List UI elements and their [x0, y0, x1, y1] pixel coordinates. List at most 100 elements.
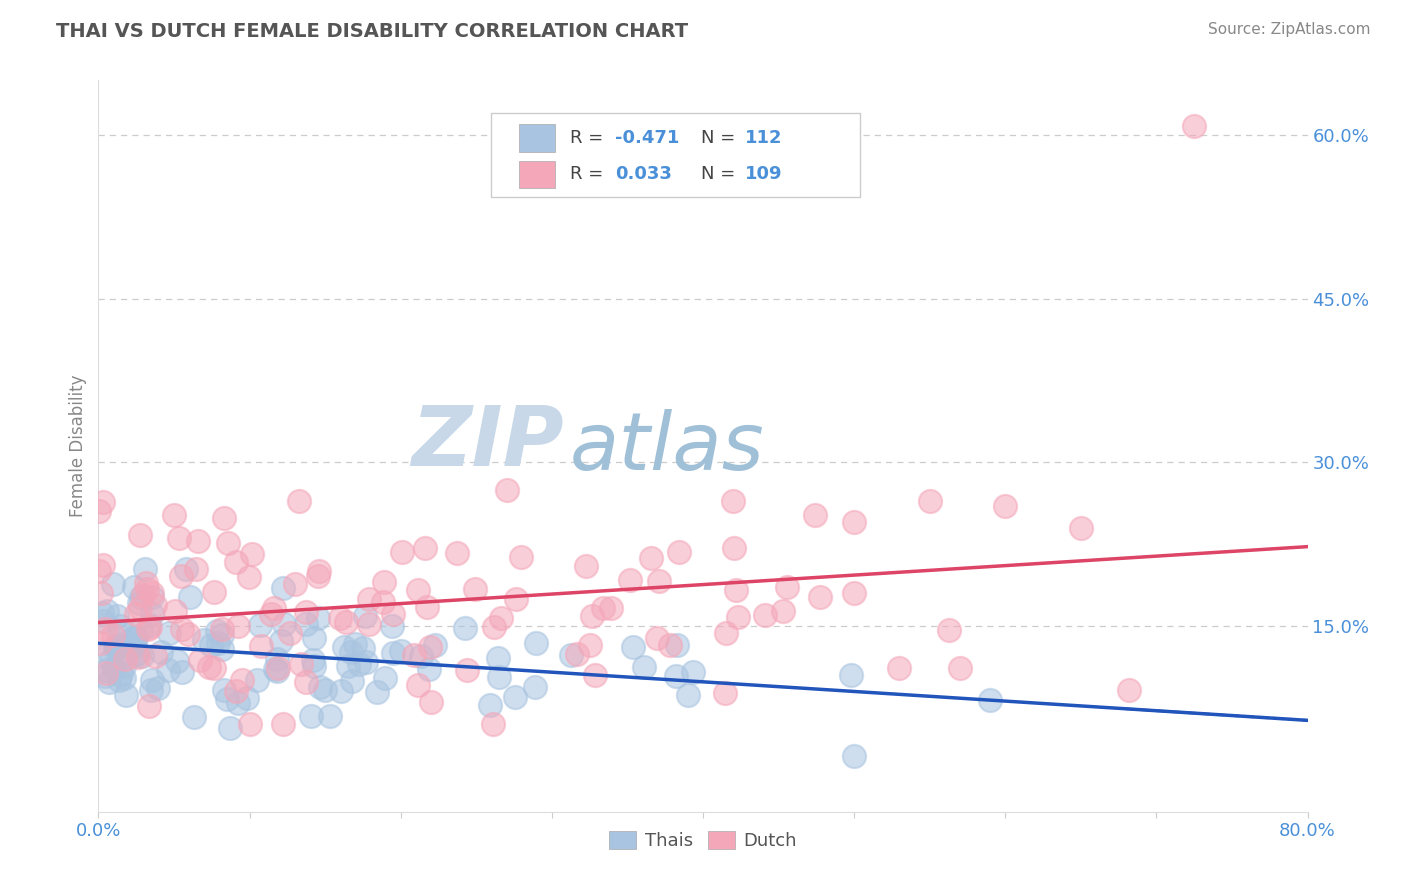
Thais: [503, 690, 526, 704]
Dutch: [456, 663, 478, 677]
Dutch: [775, 580, 797, 594]
Dutch: [114, 651, 136, 665]
Text: atlas: atlas: [569, 409, 765, 487]
Dutch: [238, 570, 260, 584]
Dutch: [103, 628, 125, 642]
Thais: [91, 607, 114, 621]
Dutch: [295, 605, 318, 619]
Dutch: [90, 586, 112, 600]
Thais: [678, 688, 700, 702]
Dutch: [464, 582, 486, 596]
Dutch: [249, 639, 271, 653]
Thais: [333, 640, 356, 654]
Thais: [524, 681, 547, 695]
Thais: [299, 709, 322, 723]
Text: -0.471: -0.471: [614, 129, 679, 147]
Dutch: [135, 576, 157, 591]
Dutch: [772, 604, 794, 618]
Dutch: [640, 550, 662, 565]
Thais: [207, 624, 229, 638]
Thais: [172, 665, 194, 679]
Thais: [141, 673, 163, 687]
Dutch: [599, 600, 621, 615]
Thais: [105, 639, 128, 653]
Thais: [114, 646, 136, 660]
Thais: [295, 617, 318, 632]
Dutch: [288, 494, 311, 508]
Thais: [131, 648, 153, 663]
Dutch: [1070, 521, 1092, 535]
Dutch: [446, 546, 468, 560]
Dutch: [727, 610, 749, 624]
Dutch: [408, 678, 430, 692]
Dutch: [583, 668, 606, 682]
Thais: [103, 661, 125, 675]
Thais: [108, 673, 131, 687]
Thais: [454, 621, 477, 635]
Dutch: [125, 607, 148, 621]
Dutch: [335, 615, 357, 630]
Dutch: [127, 650, 149, 665]
Dutch: [143, 649, 166, 664]
Thais: [682, 665, 704, 679]
Dutch: [420, 695, 443, 709]
Dutch: [139, 620, 162, 634]
Thais: [94, 669, 117, 683]
Dutch: [284, 577, 307, 591]
Dutch: [170, 568, 193, 582]
Dutch: [371, 595, 394, 609]
Dutch: [240, 547, 263, 561]
Dutch: [391, 545, 413, 559]
Thais: [148, 681, 170, 696]
Dutch: [1118, 682, 1140, 697]
Dutch: [808, 590, 831, 604]
Dutch: [128, 601, 150, 615]
Dutch: [359, 592, 381, 607]
Thais: [96, 604, 118, 618]
Thais: [479, 698, 502, 712]
Thais: [166, 654, 188, 668]
Dutch: [505, 591, 527, 606]
Text: THAI VS DUTCH FEMALE DISABILITY CORRELATION CHART: THAI VS DUTCH FEMALE DISABILITY CORRELAT…: [56, 22, 689, 41]
Thais: [124, 648, 146, 663]
Thais: [844, 748, 866, 763]
Dutch: [413, 541, 436, 556]
Dutch: [239, 717, 262, 731]
Dutch: [329, 611, 352, 625]
Dutch: [416, 599, 439, 614]
Thais: [381, 646, 404, 660]
Dutch: [581, 609, 603, 624]
Dutch: [87, 503, 110, 517]
Dutch: [132, 588, 155, 602]
Thais: [105, 608, 128, 623]
Thais: [104, 641, 127, 656]
Thais: [839, 668, 862, 682]
Dutch: [844, 516, 866, 530]
Thais: [97, 644, 120, 658]
Thais: [354, 609, 377, 624]
Text: 109: 109: [745, 165, 783, 184]
Dutch: [89, 636, 111, 650]
Dutch: [482, 620, 505, 634]
Thais: [319, 709, 342, 723]
Thais: [141, 607, 163, 621]
Thais: [112, 671, 135, 685]
Thais: [381, 619, 404, 633]
Dutch: [267, 661, 290, 675]
Thais: [228, 696, 250, 710]
Dutch: [202, 584, 225, 599]
Thais: [302, 653, 325, 667]
Thais: [423, 638, 446, 652]
Thais: [354, 655, 377, 669]
Thais: [266, 665, 288, 679]
Thais: [141, 590, 163, 604]
Dutch: [994, 499, 1017, 513]
Dutch: [402, 648, 425, 662]
Dutch: [575, 559, 598, 574]
Thais: [139, 683, 162, 698]
Dutch: [187, 533, 209, 548]
Dutch: [259, 607, 281, 621]
Thais: [342, 674, 364, 689]
Thais: [129, 591, 152, 605]
Dutch: [184, 562, 207, 576]
